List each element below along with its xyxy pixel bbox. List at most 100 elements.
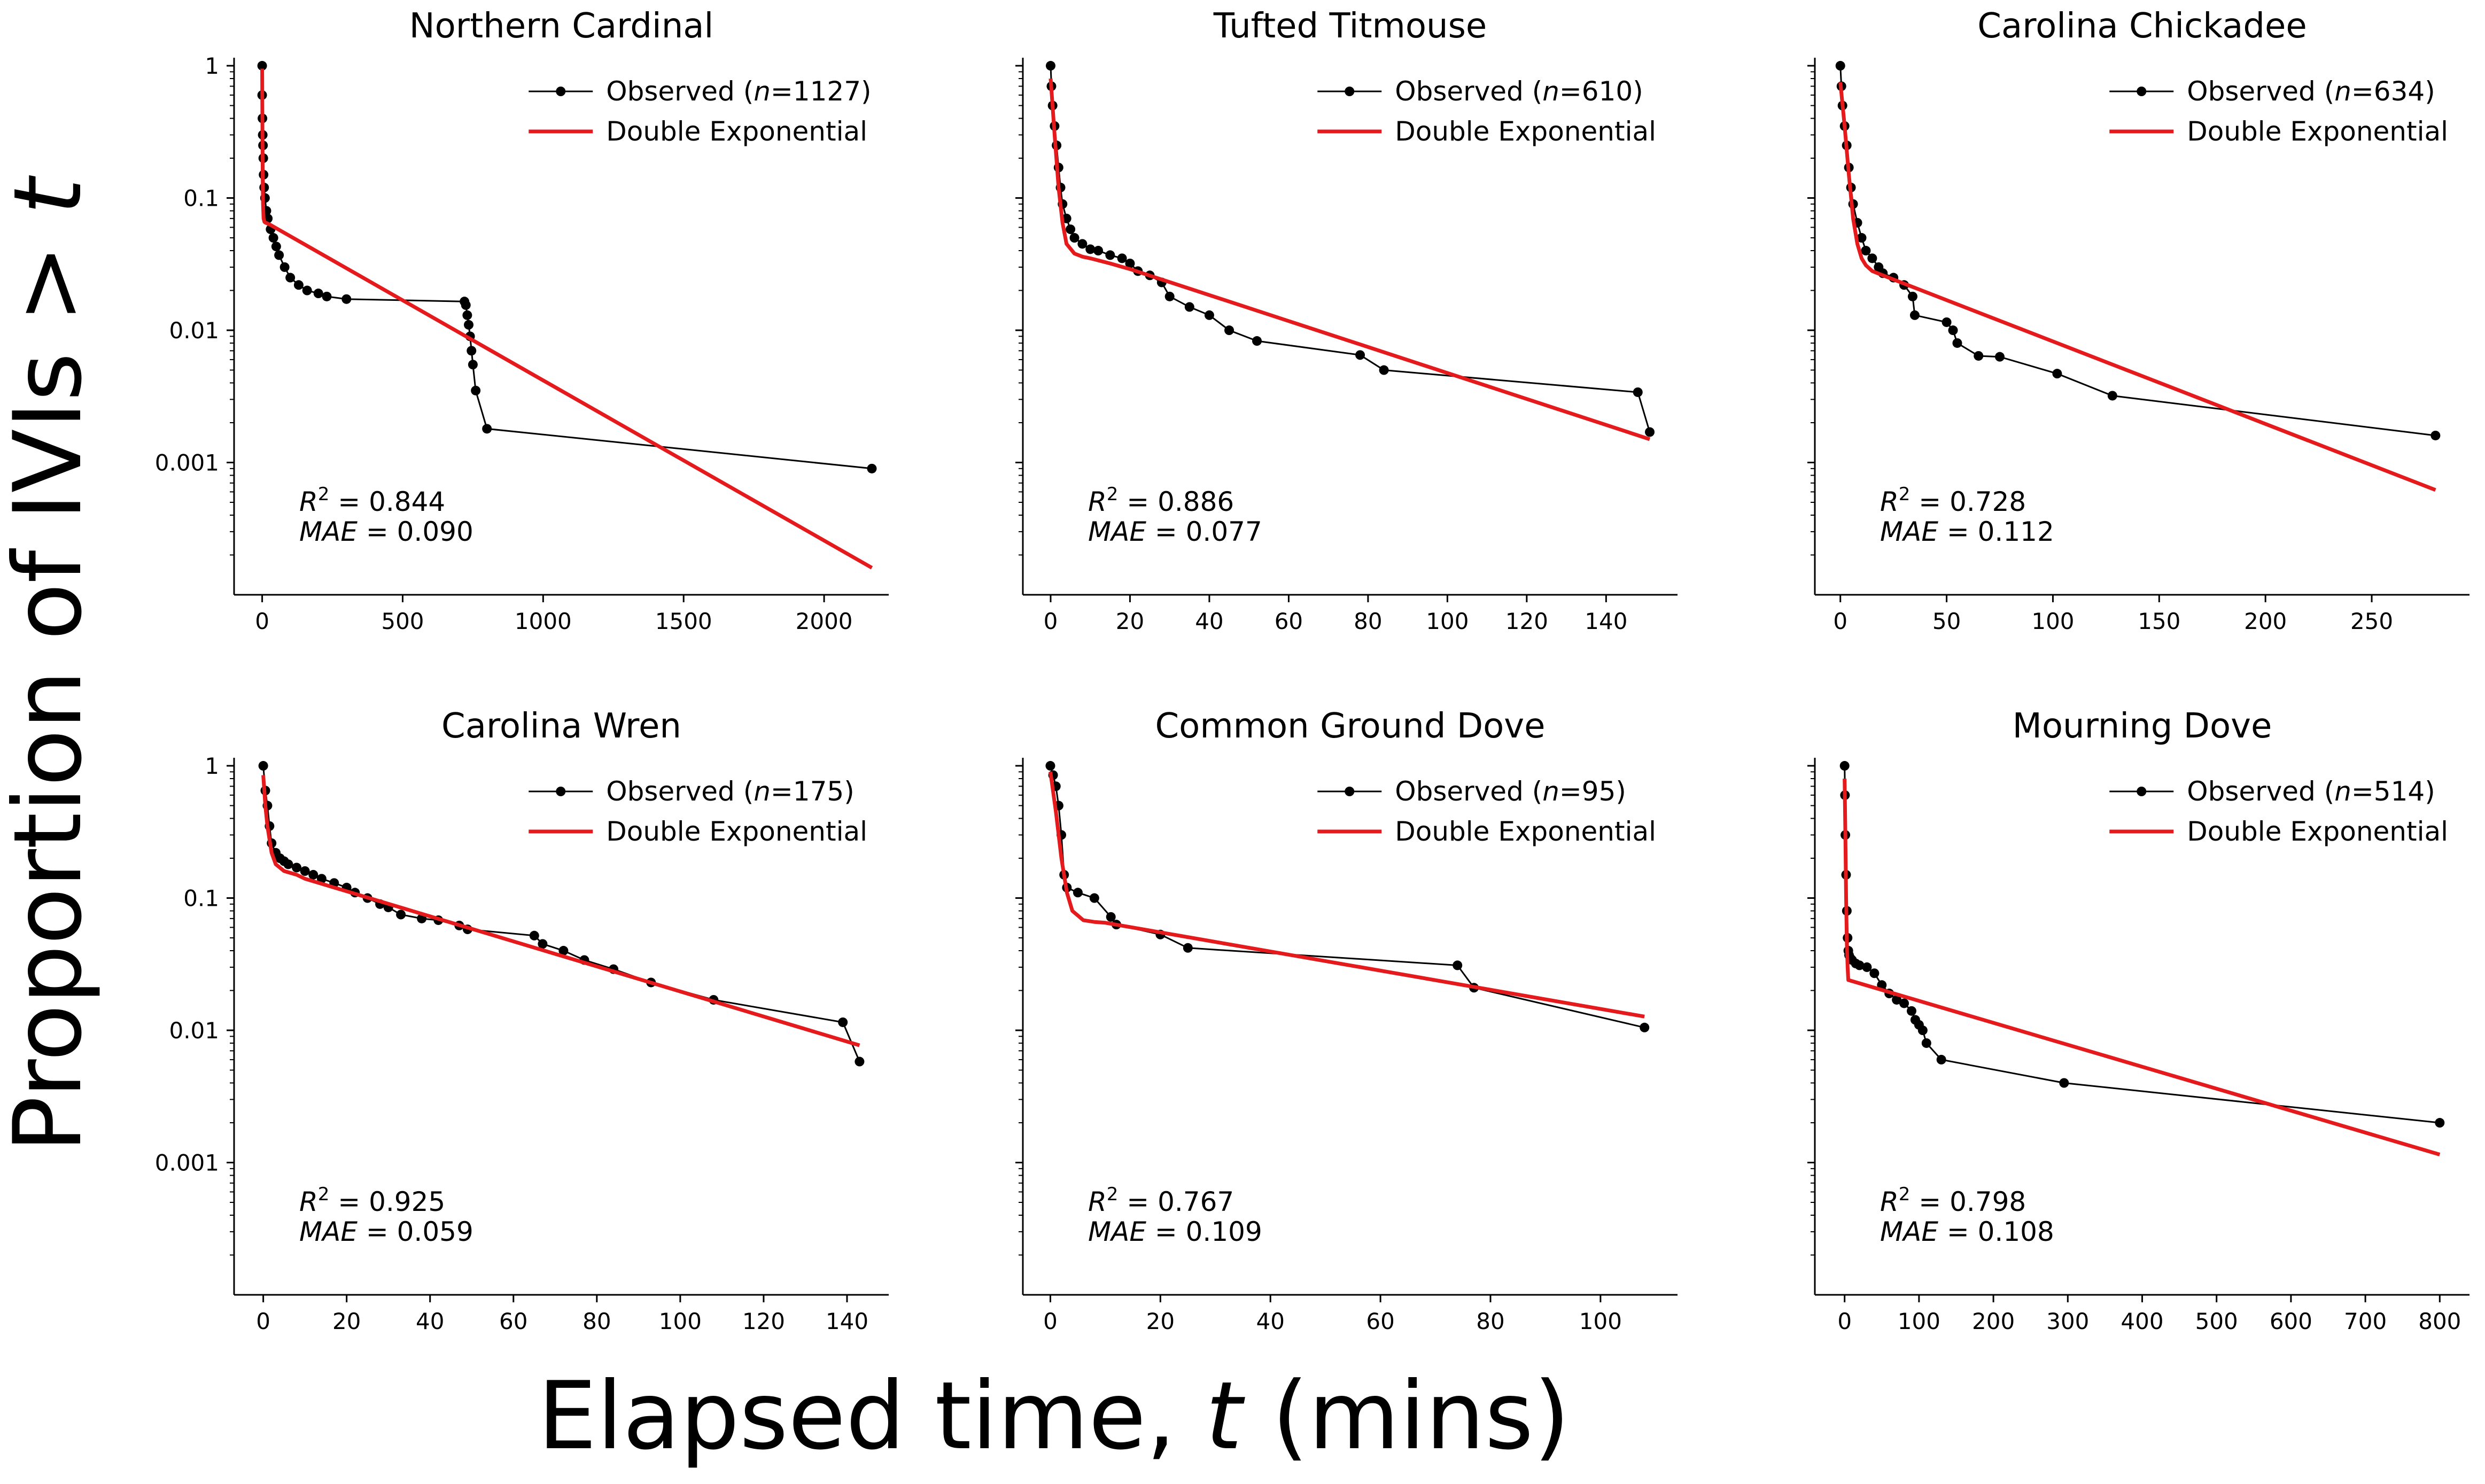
observed-point <box>1862 962 1872 972</box>
observed-point <box>341 294 352 304</box>
x-tick-label: 0 <box>1837 1308 1852 1334</box>
legend: Observed (n=95) Double Exponential <box>1317 776 1656 847</box>
observed-point <box>467 346 477 356</box>
legend-observed-label: Observed (n=95) <box>1395 776 1626 807</box>
observed-point <box>1164 291 1175 301</box>
x-tick-label: 100 <box>2031 608 2074 634</box>
observed-series-line <box>1050 765 1645 1029</box>
legend-observed-marker <box>2137 87 2147 96</box>
observed-point <box>1125 258 1135 268</box>
observed-point <box>1073 888 1083 898</box>
observed-point <box>855 1056 865 1067</box>
observed-point <box>1183 943 1193 953</box>
legend-observed-marker <box>1345 87 1355 96</box>
observed-point <box>1106 912 1116 922</box>
fit-series-line <box>1843 778 2441 1156</box>
x-tick-label: 20 <box>1116 608 1144 634</box>
legend-observed-marker <box>556 87 566 96</box>
observed-point <box>1942 317 1952 327</box>
observed-point <box>2435 1118 2445 1128</box>
observed-point <box>1907 291 1917 301</box>
observed-point <box>1045 61 1055 71</box>
observed-point <box>1899 998 1909 1008</box>
x-tick-label: 300 <box>2046 1308 2089 1334</box>
x-axis-title: Elapsed time, t (mins) <box>538 1362 1570 1471</box>
x-tick-label: 0 <box>1833 608 1847 634</box>
x-tick-label: 80 <box>583 1308 611 1334</box>
legend: Observed (n=175) Double Exponential <box>529 776 867 847</box>
observed-point <box>1355 350 1365 360</box>
observed-point <box>1909 310 1920 320</box>
observed-point <box>1974 351 1984 361</box>
observed-point <box>285 273 296 283</box>
observed-point <box>1861 246 1871 256</box>
x-tick-label: 80 <box>1476 1308 1504 1334</box>
observed-point <box>1184 302 1194 312</box>
observed-point <box>1077 239 1088 249</box>
observed-point <box>1453 960 1463 970</box>
legend-observed-marker <box>556 787 566 796</box>
x-tick-label: 140 <box>1585 608 1627 634</box>
legend-observed-marker <box>1345 787 1355 796</box>
observed-point <box>274 250 284 260</box>
legend: Observed (n=610) Double Exponential <box>1317 76 1656 147</box>
legend-fit-label: Double Exponential <box>1395 816 1656 847</box>
panel-title: Carolina Wren <box>441 706 681 746</box>
observed-point <box>292 863 302 873</box>
panel-northern-cardinal: Northern Cardinal 0 500 1000 1500 2000 1 0.1 0.0… <box>155 6 889 634</box>
r-squared-label: R2 = 0.844 <box>299 484 445 517</box>
legend-fit-label: Double Exponential <box>606 816 867 847</box>
legend: Observed (n=634) Double Exponential <box>2109 76 2448 147</box>
observed-point <box>1867 253 1877 263</box>
r-squared-label: R2 = 0.925 <box>299 1184 445 1217</box>
mae-label: MAE = 0.112 <box>1880 516 2054 547</box>
observed-point <box>2430 430 2441 440</box>
fit-series-line <box>1049 78 1651 441</box>
legend: Observed (n=1127) Double Exponential <box>529 76 872 147</box>
r-squared-label: R2 = 0.886 <box>1088 484 1234 517</box>
x-tick-label: 50 <box>1932 608 1961 634</box>
x-tick-label: 500 <box>381 608 424 634</box>
x-tick-label: 500 <box>2195 1308 2238 1334</box>
x-tick-label: 20 <box>1146 1308 1175 1334</box>
legend-observed-label: Observed (n=514) <box>2187 776 2435 807</box>
observed-point <box>1645 427 1655 437</box>
observed-point <box>293 280 304 290</box>
observed-point <box>2107 391 2117 401</box>
observed-point <box>1854 960 1865 970</box>
y-tick-label: 0.01 <box>169 1017 219 1044</box>
observed-point <box>1892 994 1902 1005</box>
observed-point <box>1379 365 1389 375</box>
x-tick-label: 60 <box>499 1308 527 1334</box>
legend: Observed (n=514) Double Exponential <box>2109 776 2448 847</box>
observed-point <box>1869 968 1880 978</box>
x-tick-label: 40 <box>1256 1308 1285 1334</box>
observed-point <box>2052 369 2062 379</box>
observed-point <box>1640 1022 1650 1032</box>
x-tick-label: 0 <box>1044 608 1058 634</box>
x-tick-label: 800 <box>2418 1308 2461 1334</box>
panel-mourning-dove: Mourning Dove 0 100 200 300 400 500 600 700 800 Ob… <box>1807 706 2470 1334</box>
y-tick-label: 0.1 <box>183 185 219 212</box>
observed-point <box>322 291 332 301</box>
observed-point <box>1921 1038 1931 1048</box>
observed-point <box>1204 310 1214 320</box>
observed-point <box>468 360 478 370</box>
y-tick-label: 0.1 <box>183 885 219 912</box>
panel-title: Tufted Titmouse <box>1213 6 1487 46</box>
observed-point <box>538 939 548 949</box>
x-tick-label: 2000 <box>796 608 853 634</box>
x-tick-label: 120 <box>742 1308 785 1334</box>
x-tick-label: 60 <box>1275 608 1303 634</box>
fit-series-line <box>1838 82 2436 492</box>
x-tick-label: 120 <box>1505 608 1548 634</box>
panel-title: Carolina Chickadee <box>1977 6 2307 46</box>
x-tick-label: 100 <box>1426 608 1469 634</box>
observed-point <box>258 761 268 771</box>
observed-point <box>1936 1054 1946 1065</box>
observed-point <box>1085 244 1096 254</box>
x-tick-label: 140 <box>826 1308 868 1334</box>
